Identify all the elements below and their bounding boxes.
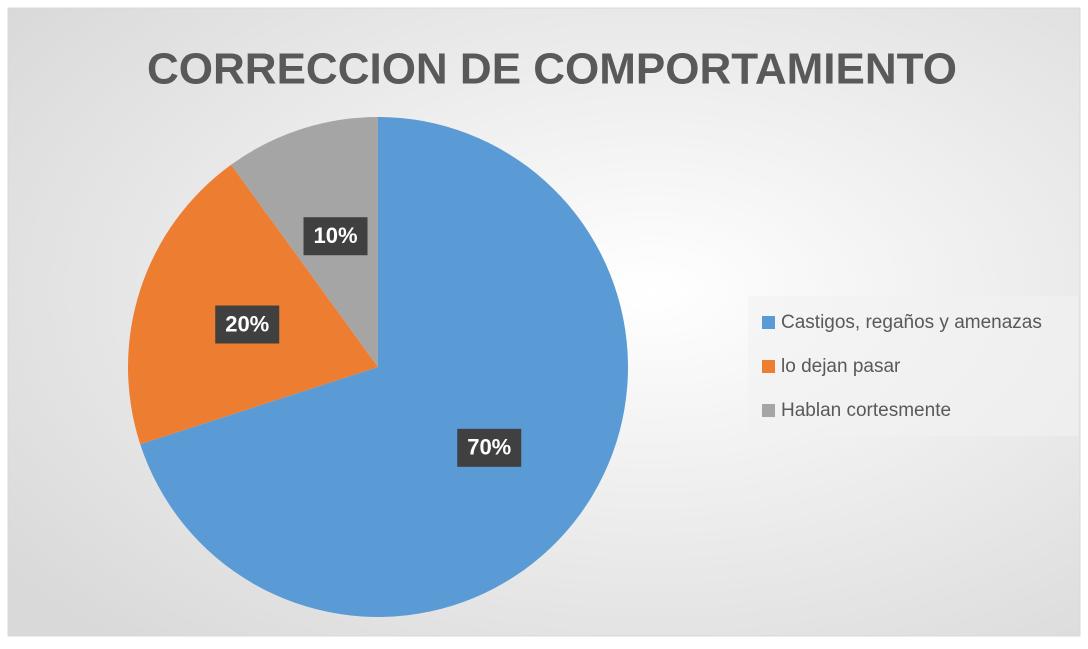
legend-label: lo dejan pasar	[781, 356, 901, 377]
chart-title: CORRECCION DE COMPORTAMIENTO	[147, 45, 957, 94]
data-label: 70%	[467, 435, 511, 460]
legend-swatch	[762, 316, 775, 329]
pie-slice	[140, 117, 629, 617]
data-label: 20%	[225, 311, 269, 336]
legend-label: Hablan cortesmente	[781, 400, 951, 421]
legend-label: Castigos, regaños y amenazas	[781, 312, 1042, 333]
data-label-box	[215, 305, 280, 344]
legend-swatch	[762, 404, 775, 417]
legend-swatch	[762, 360, 775, 373]
legend-box	[748, 296, 1078, 436]
data-label-box	[457, 428, 522, 467]
pie-slice	[128, 164, 378, 445]
data-label-box	[303, 217, 368, 256]
data-label: 10%	[313, 223, 357, 248]
